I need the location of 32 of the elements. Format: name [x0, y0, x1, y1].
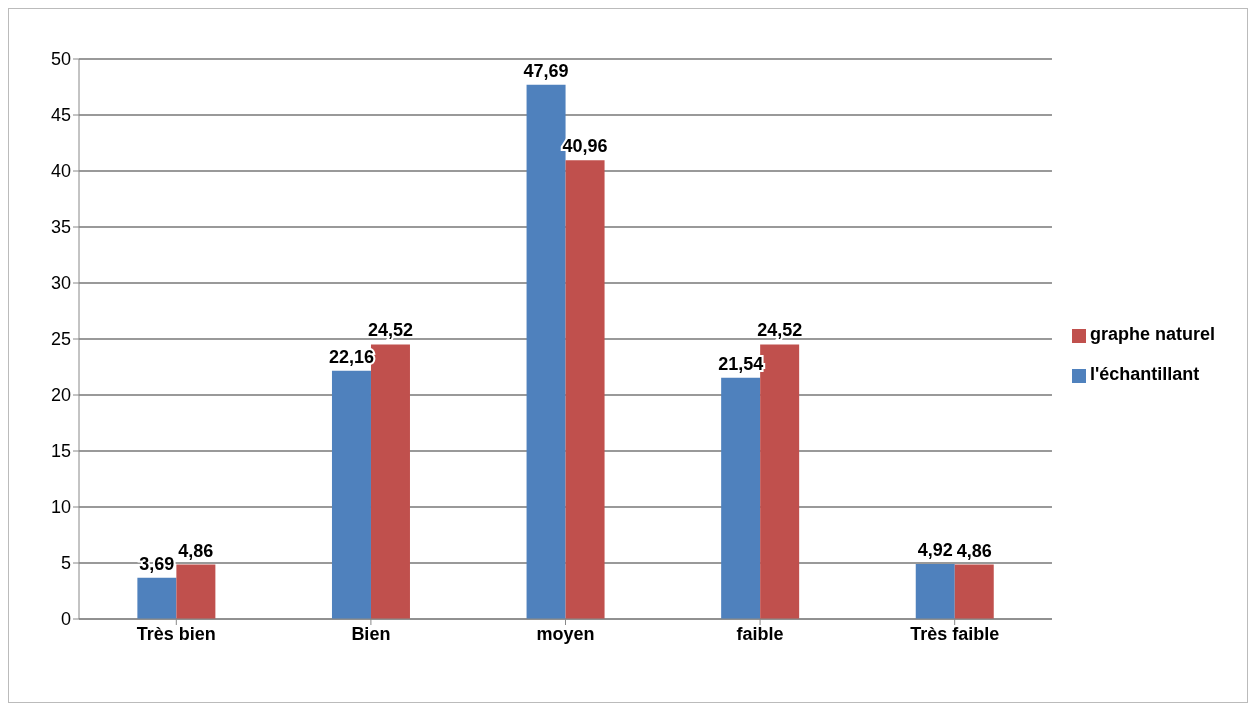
data-label: 3,69: [139, 553, 175, 574]
y-tick-label: 45: [50, 105, 71, 126]
x-tick-label: Bien: [351, 623, 391, 644]
data-label: 4,86: [178, 540, 214, 561]
data-label: 24,52: [367, 320, 413, 341]
bar: [954, 564, 994, 619]
legend-label: graphe naturel: [1089, 324, 1215, 344]
y-tick-label: 30: [50, 273, 71, 294]
x-tick-label: Très bien: [136, 623, 216, 644]
y-tick-label: 20: [50, 385, 71, 406]
data-label: 4,86: [956, 540, 992, 561]
bar: [721, 377, 761, 619]
data-label: 47,69: [523, 60, 569, 81]
data-label: 4,92: [917, 539, 953, 560]
data-label: 24,52: [757, 320, 803, 341]
y-tick-label: 5: [60, 553, 71, 574]
y-tick-label: 35: [50, 217, 71, 238]
y-tick-label: 50: [50, 49, 71, 70]
y-tick-label: 0: [60, 609, 71, 630]
y-tick-label: 25: [50, 329, 71, 350]
bar: [565, 160, 605, 619]
legend-label: l'échantillant: [1089, 364, 1200, 384]
bar: [137, 577, 177, 619]
x-tick-label: faible: [736, 623, 784, 644]
bar: [331, 370, 371, 619]
bar: [915, 563, 955, 619]
bar: [176, 564, 216, 619]
x-tick-label: Très faible: [910, 623, 1000, 644]
y-tick-label: 40: [50, 161, 71, 182]
x-tick-label: moyen: [536, 623, 595, 644]
y-tick-label: 10: [50, 497, 71, 518]
y-tick-label: 15: [50, 441, 71, 462]
